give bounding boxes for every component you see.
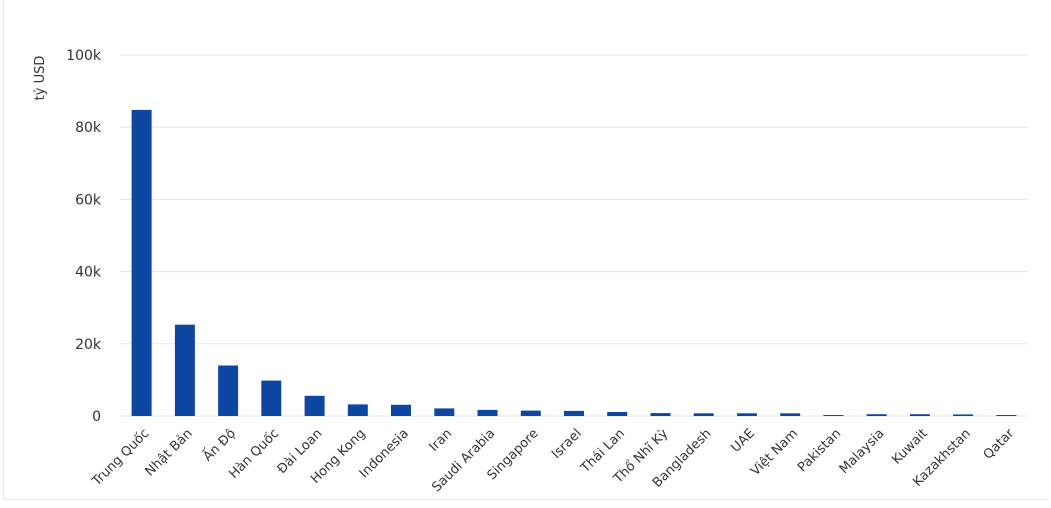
x-tick-label: Israel bbox=[549, 426, 585, 462]
bar[interactable] bbox=[347, 404, 368, 416]
frame-left-border bbox=[3, 0, 4, 500]
x-tick-label: Ấn Độ bbox=[199, 425, 239, 465]
bar[interactable] bbox=[304, 395, 325, 416]
bar[interactable] bbox=[909, 414, 930, 416]
bar[interactable] bbox=[823, 415, 844, 416]
bar[interactable] bbox=[391, 404, 411, 416]
bar[interactable] bbox=[434, 408, 455, 416]
bar[interactable] bbox=[650, 413, 671, 416]
y-tick-label: 20k bbox=[75, 337, 102, 353]
bar[interactable] bbox=[996, 415, 1017, 416]
bar[interactable] bbox=[693, 413, 714, 416]
x-tick-label: Qatar bbox=[981, 426, 1018, 463]
bar[interactable] bbox=[564, 410, 584, 416]
bar[interactable] bbox=[737, 413, 757, 416]
x-tick-label: Iran bbox=[427, 426, 456, 455]
bar[interactable] bbox=[866, 414, 887, 416]
x-tick-label: Trung Quốc bbox=[89, 426, 153, 490]
bar[interactable] bbox=[218, 365, 239, 417]
y-tick-label: 100k bbox=[66, 48, 102, 64]
bar[interactable] bbox=[607, 412, 628, 416]
x-tick-label: UAE bbox=[728, 426, 757, 455]
y-tick-label: 40k bbox=[75, 265, 102, 281]
bar[interactable] bbox=[131, 109, 152, 417]
bar[interactable] bbox=[477, 409, 498, 416]
y-tick-label: 0 bbox=[92, 409, 101, 425]
bar[interactable] bbox=[520, 410, 541, 416]
y-tick-label: 60k bbox=[75, 192, 102, 208]
x-tick-label: Kuwait bbox=[889, 426, 930, 467]
bar[interactable] bbox=[261, 380, 282, 416]
y-tick-label: 80k bbox=[75, 120, 102, 136]
x-tick-label: Nhật Bản bbox=[142, 426, 195, 479]
bar[interactable] bbox=[174, 324, 195, 416]
x-tick-label: Pakistan bbox=[795, 426, 844, 475]
y-axis-ticks: 0 20k 40k 60k 80k 100k bbox=[66, 48, 102, 425]
bar[interactable] bbox=[953, 414, 974, 416]
bars bbox=[131, 109, 1017, 417]
x-tick-label: Việt Nam bbox=[748, 426, 801, 479]
gridlines bbox=[120, 54, 1028, 417]
y-axis-title: tỷ USD bbox=[33, 56, 48, 101]
bar[interactable] bbox=[780, 413, 801, 416]
x-tick-label: Malaysia bbox=[837, 426, 888, 477]
frame-bottom-border bbox=[3, 499, 1049, 500]
